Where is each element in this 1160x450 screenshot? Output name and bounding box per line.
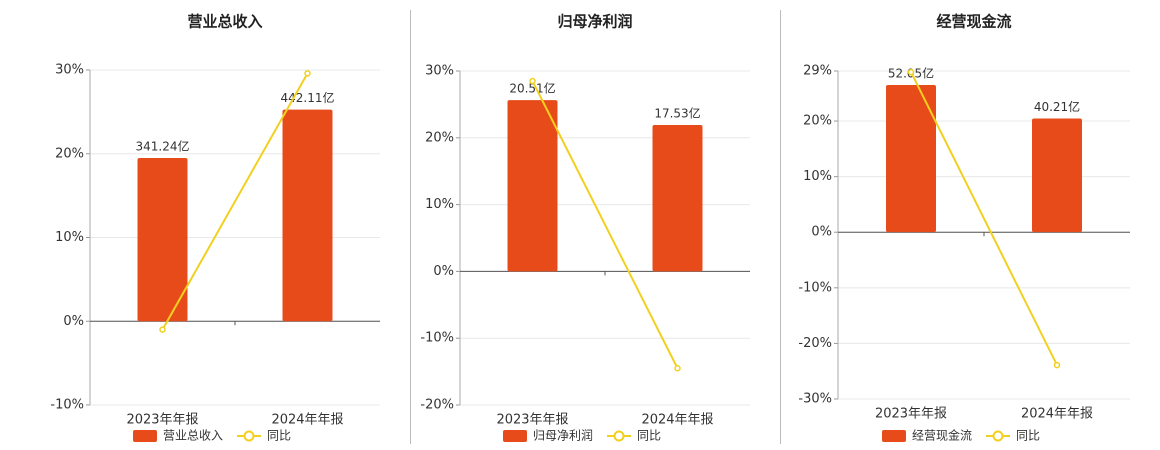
legend-swatch: [613, 430, 625, 442]
legend-swatch: [133, 430, 157, 442]
y-tick-label: 10%: [55, 230, 84, 245]
x-tick-label: 2024年年报: [641, 413, 713, 428]
legend-swatch: [992, 430, 1004, 442]
value-label: 442.11亿: [281, 90, 335, 105]
line-marker: [529, 77, 536, 85]
bar: [1032, 118, 1082, 233]
line-marker: [159, 326, 166, 333]
chart-title: 营业总收入: [187, 13, 262, 31]
legend-swatch: [882, 430, 906, 442]
y-tick-label: -30%: [798, 392, 832, 407]
y-tick-label: 30%: [55, 63, 84, 78]
legend-label: 归母净利润: [533, 429, 593, 443]
value-label: 40.21亿: [1034, 99, 1080, 114]
bar: [507, 100, 558, 272]
legend-label: 同比: [1016, 429, 1040, 443]
y-tick-label: -10%: [50, 398, 84, 413]
legend-label: 营业总收入: [163, 429, 223, 443]
y-tick-label: -20%: [420, 398, 454, 413]
y-tick-label: 20%: [425, 130, 454, 145]
y-tick-label: 10%: [425, 197, 454, 212]
line-marker: [907, 68, 915, 76]
line: [910, 71, 1058, 366]
x-tick-label: 2023年年报: [126, 413, 198, 428]
value-label: 20.51亿: [509, 81, 555, 96]
x-tick-label: 2023年年报: [496, 413, 568, 428]
legend-label: 同比: [637, 429, 661, 443]
y-tick-label: -10%: [420, 331, 454, 346]
bar: [137, 157, 188, 322]
y-tick-label: 0%: [433, 264, 454, 279]
chart-title: 经营现金流: [936, 13, 1011, 31]
y-tick-label: 20%: [803, 114, 832, 129]
y-tick-label: 10%: [803, 169, 832, 184]
y-tick-label: 20%: [55, 146, 84, 161]
legend-label: 同比: [267, 429, 291, 443]
line-marker: [674, 365, 681, 372]
y-tick-label: 0%: [811, 225, 832, 240]
line-marker: [304, 70, 311, 77]
legend-swatch: [243, 430, 255, 442]
legend-label: 经营现金流: [912, 428, 972, 443]
x-tick-label: 2024年年报: [271, 413, 343, 428]
line: [161, 72, 309, 331]
line: [531, 80, 679, 369]
bar: [652, 125, 703, 272]
legend-swatch: [503, 430, 527, 442]
value-label: 341.24亿: [136, 138, 190, 153]
y-tick-label: -10%: [798, 280, 832, 295]
bar: [282, 109, 333, 322]
chart-title: 归母净利润: [557, 13, 632, 31]
value-label: 17.53亿: [654, 106, 700, 121]
line-marker: [1053, 361, 1061, 369]
y-tick-label: 0%: [63, 314, 84, 329]
bar: [886, 84, 936, 233]
y-tick-label: 29%: [803, 64, 832, 79]
y-tick-label: -20%: [798, 336, 832, 351]
x-tick-label: 2023年年报: [875, 407, 947, 422]
y-tick-label: 30%: [425, 64, 454, 79]
x-tick-label: 2024年年报: [1021, 407, 1093, 422]
